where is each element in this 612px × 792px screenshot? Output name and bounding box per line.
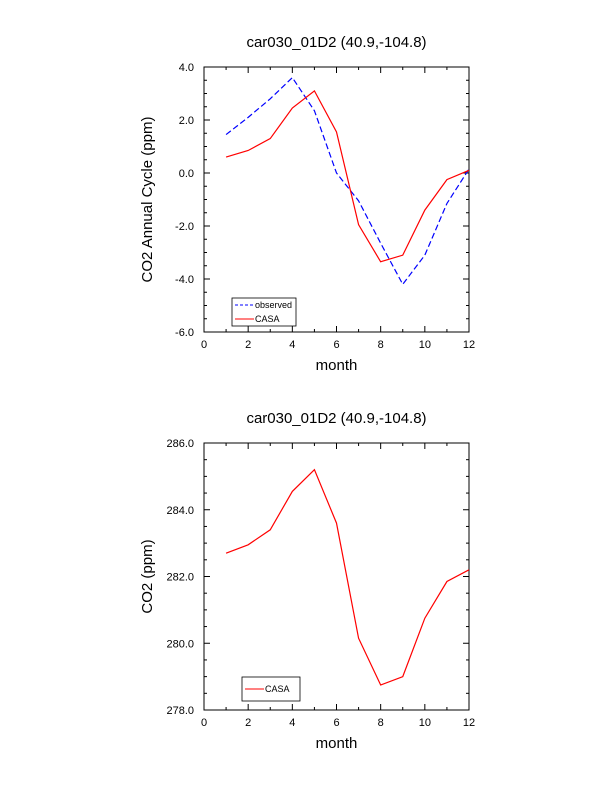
x-tick-label: 2 xyxy=(245,339,251,351)
x-tick-label: 10 xyxy=(419,339,431,351)
chart-panel-2: car030_01D2 (40.9,-104.8) 0 2 4 6 8 10 12 278.0 2… xyxy=(139,410,475,752)
series-line-observed xyxy=(225,76,469,286)
legend-label-casa: CASA xyxy=(255,314,280,324)
x-tick-label: 0 xyxy=(201,717,207,729)
legend: observed CASA xyxy=(231,297,297,327)
y-tick-label: -4.0 xyxy=(175,274,194,286)
y-tick-label: 2.0 xyxy=(179,115,194,127)
y-tick-label: -2.0 xyxy=(175,221,194,233)
legend-box xyxy=(231,297,297,327)
legend-label-observed: observed xyxy=(255,300,292,310)
x-tick-label: 8 xyxy=(378,717,384,729)
x-tick-label: 6 xyxy=(333,717,339,729)
legend: CASA xyxy=(241,676,301,702)
chart-title: car030_01D2 (40.9,-104.8) xyxy=(246,34,426,51)
y-tick-label: 278.0 xyxy=(166,705,194,717)
x-axis-label: month xyxy=(316,735,358,752)
legend-box xyxy=(241,676,301,702)
x-tick-label: 4 xyxy=(289,717,295,729)
series-line-casa xyxy=(225,468,469,686)
y-tick-label: -6.0 xyxy=(175,327,194,339)
chart-panel-1: car030_01D2 (40.9,-104.8) 0 2 4 6 8 10 12 -6.0 -4… xyxy=(139,34,475,374)
legend-label-casa: CASA xyxy=(265,684,290,694)
y-tick-label: 284.0 xyxy=(166,505,194,517)
y-tick-label: 286.0 xyxy=(166,438,194,450)
x-tick-label: 6 xyxy=(333,339,339,351)
x-tick-label: 12 xyxy=(463,339,475,351)
x-tick-label: 4 xyxy=(289,339,295,351)
x-tick-label: 10 xyxy=(419,717,431,729)
x-tick-label: 12 xyxy=(463,717,475,729)
x-tick-label: 0 xyxy=(201,339,207,351)
x-axis-label: month xyxy=(316,357,358,374)
plot-frame xyxy=(203,442,470,711)
y-tick-label: 282.0 xyxy=(166,572,194,584)
y-axis-label: CO2 Annual Cycle (ppm) xyxy=(139,117,156,283)
plot-frame xyxy=(203,66,470,333)
y-axis-label: CO2 (ppm) xyxy=(139,539,156,613)
y-tick-label: 4.0 xyxy=(179,62,194,74)
y-tick-label: 280.0 xyxy=(166,638,194,650)
chart-title: car030_01D2 (40.9,-104.8) xyxy=(246,410,426,427)
x-tick-label: 8 xyxy=(378,339,384,351)
y-tick-label: 0.0 xyxy=(179,168,194,180)
x-tick-label: 2 xyxy=(245,717,251,729)
series-line-casa xyxy=(225,89,469,263)
